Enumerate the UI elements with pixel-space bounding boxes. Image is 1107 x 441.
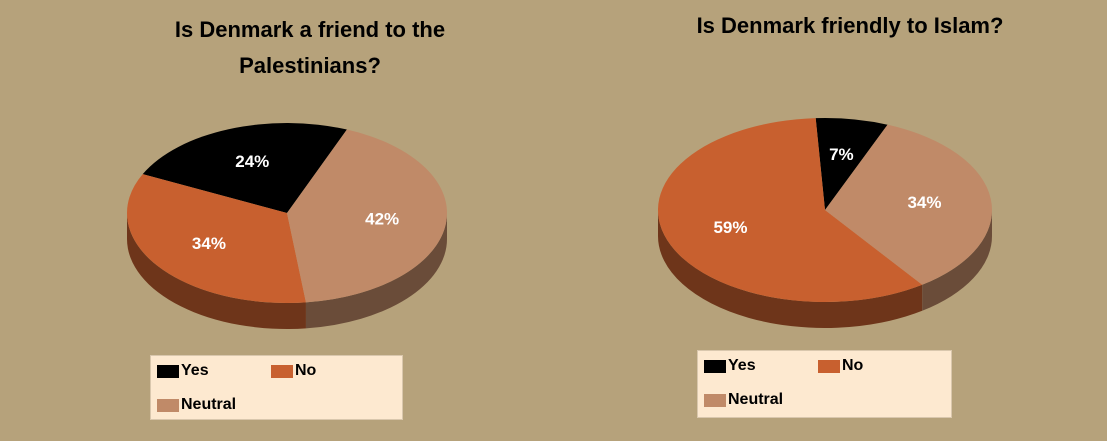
legend-swatch [704,359,726,373]
slice-side [922,210,992,311]
pie-slice [658,118,923,302]
legend-label: Neutral [181,396,237,413]
legend-swatch [157,398,179,412]
legend-swatch [818,359,840,373]
slice-side [658,210,923,328]
pie-slice [825,124,993,285]
legend-label: Neutral [728,391,784,408]
legend-entry: Yes [157,362,209,380]
pie-sides [658,210,992,328]
legend: Yes No Neutral [697,350,952,418]
legend-entry: No [271,362,316,380]
slice-side [305,213,447,329]
pie-slice [287,129,447,303]
data-label: 24% [235,152,269,171]
pie-slice [127,174,306,303]
legend-entry: Neutral [157,396,236,414]
pie-tops [127,123,447,303]
legend-entry: No [818,357,863,375]
data-label: 7% [829,145,854,164]
pie: 24% 34% 42% [126,123,447,329]
legend-label: Yes [728,357,756,374]
slice-side [126,213,306,329]
data-label: 42% [365,210,399,229]
pie-sides [126,213,447,329]
chart-title: Is Denmark a friend to the Palestinians? [174,17,446,78]
legend-label: No [295,362,317,379]
pie-slice [815,117,888,210]
chart-title: Is Denmark friendly to Islam? [696,13,1004,38]
legend: Yes No Neutral [150,355,403,420]
legend-entry: Yes [704,357,756,375]
pie-slice [142,123,347,213]
pie: 7% 59% 34% [658,117,993,328]
legend-swatch [704,393,726,407]
legend-label: Yes [181,362,209,379]
legend-label: No [842,357,864,374]
data-label: 34% [192,234,226,253]
data-label: 59% [713,218,747,237]
data-label: 34% [907,193,941,212]
pie-tops [658,117,993,302]
legend-swatch [271,364,293,378]
legend-swatch [157,364,179,378]
legend-entry: Neutral [704,391,783,409]
